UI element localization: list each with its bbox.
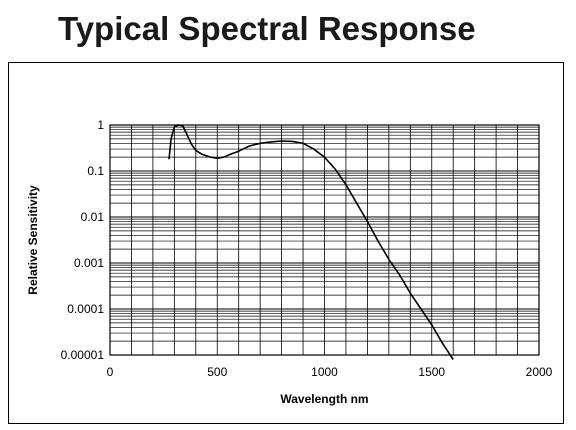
plot-area-border (109, 124, 540, 356)
page-title: Typical Spectral Response (58, 10, 476, 47)
y-tick-label: 0.00001 (61, 348, 105, 362)
y-tick-labels: 1 0.1 0.01 0.001 0.0001 0.00001 (61, 118, 105, 362)
x-tick-label: 0 (107, 365, 114, 379)
y-tick-label: 0.01 (81, 210, 105, 224)
y-axis-label: Relative Sensitivity (26, 185, 40, 295)
x-tick-label: 2000 (526, 365, 553, 379)
y-tick-label: 0.001 (74, 256, 104, 270)
x-tick-label: 1000 (311, 365, 338, 379)
y-tick-label: 0.1 (87, 164, 104, 178)
grid (109, 125, 540, 356)
spectral-response-chart: 1 0.1 0.01 0.001 0.0001 0.00001 0 500 1000 1500 2… (26, 118, 553, 406)
chart-frame: 1 0.1 0.01 0.001 0.0001 0.00001 0 500 1000 1500 2… (8, 62, 564, 424)
x-axis-label: Wavelength nm (280, 392, 368, 406)
series-line (168, 124, 454, 360)
y-tick-label: 1 (97, 118, 104, 132)
x-tick-label: 1500 (418, 365, 445, 379)
x-tick-labels: 0 500 1000 1500 2000 (107, 365, 553, 379)
y-tick-label: 0.0001 (67, 302, 104, 316)
x-tick-label: 500 (207, 365, 227, 379)
